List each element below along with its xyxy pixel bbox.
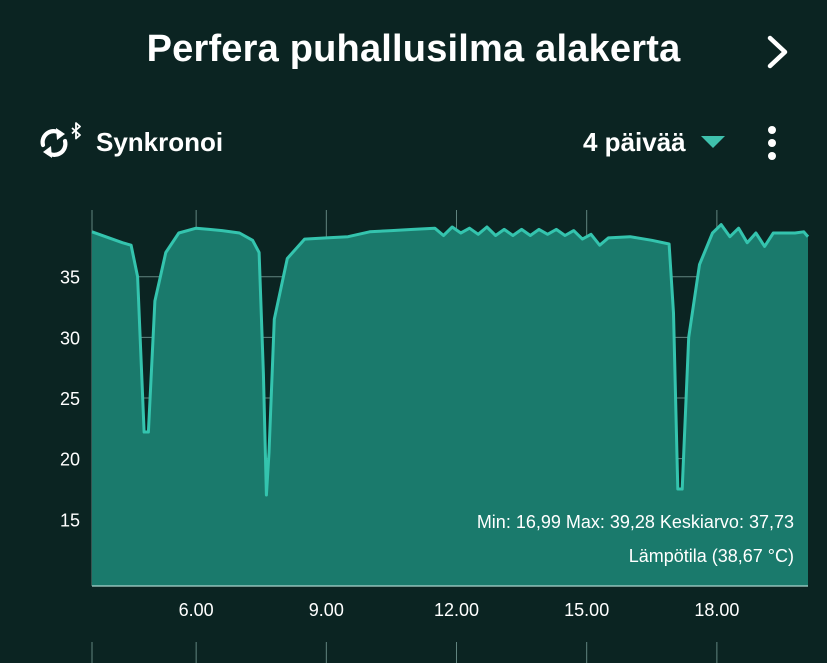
y-tick-label: 35 <box>60 268 80 288</box>
stats-label: Min: 16,99 Max: 39,28 Keskiarvo: 37,73 <box>477 512 794 532</box>
x-tick-label: 18.00 <box>694 600 739 620</box>
range-label: 4 päivää <box>583 126 686 157</box>
chart-axes: 15 20 25 30 35 6.00 9.00 12.00 15.00 18.00 <box>60 268 808 620</box>
header: Perfera puhallusilma alakerta <box>0 0 827 110</box>
sync-button[interactable]: Synkronoi <box>36 120 223 164</box>
sync-label: Synkronoi <box>96 126 224 157</box>
toolbar: Synkronoi 4 päivää <box>0 112 827 172</box>
chevron-right-icon <box>767 35 788 69</box>
page-title: Perfera puhallusilma alakerta <box>146 28 681 70</box>
more-menu-button[interactable] <box>756 122 788 164</box>
sync-bluetooth-icon <box>40 122 81 158</box>
x-tick-label: 9.00 <box>309 600 344 620</box>
x-tick-label: 15.00 <box>564 600 609 620</box>
temperature-line <box>91 223 810 497</box>
more-vertical-icon <box>768 126 776 134</box>
y-tick-label: 15 <box>60 510 80 530</box>
y-tick-label: 20 <box>60 450 80 470</box>
y-tick-label: 25 <box>60 389 80 409</box>
x-tick-label: 12.00 <box>434 600 479 620</box>
legend-label: Lämpötila (38,67 °C) <box>629 546 794 566</box>
x-tick-label: 6.00 <box>179 600 214 620</box>
temperature-area <box>92 224 808 586</box>
next-device-button[interactable] <box>758 30 798 74</box>
caret-down-icon <box>700 136 725 148</box>
y-tick-label: 30 <box>60 328 80 348</box>
range-dropdown[interactable]: 4 päivää <box>583 120 726 164</box>
temperature-chart: 15 20 25 30 35 6.00 9.00 12.00 15.00 18.00 Min: 1… <box>60 210 810 663</box>
